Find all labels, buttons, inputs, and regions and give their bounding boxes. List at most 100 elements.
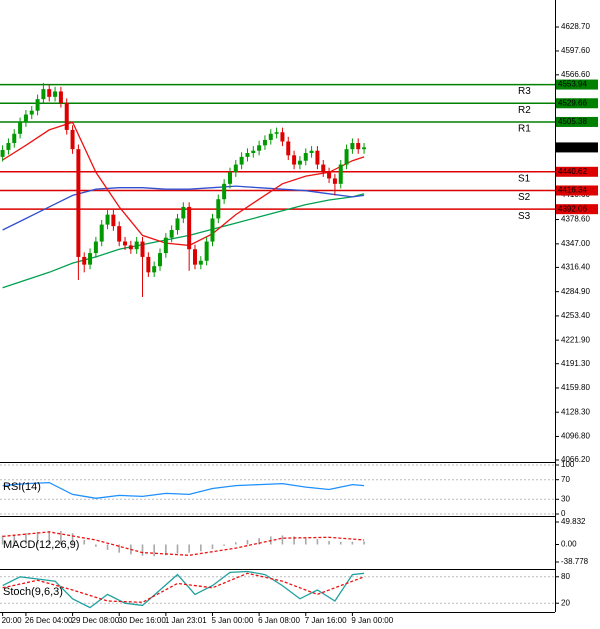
histogram-bar: [363, 541, 365, 545]
candle-body: [58, 91, 63, 103]
histogram-bar: [304, 537, 307, 545]
candle-body: [0, 149, 5, 157]
x-tick-label: 9 Jan 00:00: [351, 616, 393, 625]
candle-body: [128, 245, 133, 250]
y-tick-label: 4347.00: [561, 239, 590, 248]
histogram-bar: [13, 534, 16, 545]
candle-body: [309, 150, 314, 154]
candle-body: [280, 132, 285, 142]
last-price-box: [556, 142, 598, 153]
level-price-box: [556, 98, 598, 109]
x-tick-label: 7 Jan 16:00: [305, 616, 347, 625]
histogram-bar: [351, 541, 354, 545]
x-tick-label: 26 Dec 04:00: [25, 616, 73, 625]
histogram-bar: [200, 544, 202, 552]
histogram-bar: [293, 536, 295, 545]
histogram-bar: [36, 531, 39, 545]
indicator-line: [2, 572, 365, 603]
candle-body: [29, 110, 34, 115]
y-tick-label: 4378.60: [561, 215, 590, 224]
candle-body: [239, 156, 244, 165]
indicator-title: RSI(14): [3, 481, 41, 493]
candle-body: [41, 89, 46, 100]
histogram-bar: [83, 539, 86, 545]
candle-body: [356, 143, 361, 150]
y-tick-label: 4284.90: [561, 287, 590, 296]
indicator-line: [2, 185, 365, 231]
histogram-bar: [60, 530, 62, 545]
x-tick-label: 20:00: [2, 616, 23, 625]
candle-body: [99, 224, 104, 242]
candle-body: [210, 218, 215, 242]
candle-body: [262, 139, 267, 146]
level-name: S2: [518, 192, 531, 203]
indicator-line: [2, 481, 365, 499]
histogram-bar: [176, 544, 179, 554]
candle-body: [18, 122, 23, 134]
y-tick-label: 4096.80: [561, 432, 590, 441]
y-tick-label: 4316.40: [561, 263, 590, 272]
candle-body: [245, 153, 250, 157]
histogram-bar: [235, 542, 237, 545]
level-name: S3: [518, 211, 531, 222]
indicator-line: [2, 531, 365, 556]
candle-body: [216, 199, 221, 219]
y-tick-label: 70: [561, 475, 570, 484]
histogram-bar: [118, 544, 120, 553]
candle-body: [23, 114, 28, 123]
histogram-bar: [328, 540, 330, 545]
y-tick-label: 4253.40: [561, 311, 590, 320]
histogram-bar: [281, 535, 284, 545]
y-tick-label: 4628.70: [561, 22, 590, 31]
candle-body: [321, 164, 326, 173]
candle-body: [76, 149, 81, 257]
candle-body: [175, 218, 180, 230]
histogram-bar: [95, 544, 97, 547]
candle-body: [70, 129, 75, 150]
y-tick-label: 4159.80: [561, 383, 590, 392]
candle-body: [12, 133, 17, 144]
candle-body: [268, 133, 273, 140]
candle-body: [362, 147, 367, 150]
level-price-label: 4529.66: [558, 98, 587, 107]
candle-body: [169, 229, 174, 238]
level-price-box: [556, 116, 598, 127]
candle-body: [327, 172, 332, 179]
indicator-title: Stoch(9,6,3): [3, 586, 63, 598]
histogram-bar: [339, 541, 342, 545]
candle-body: [88, 253, 93, 265]
level-price-box: [556, 166, 598, 177]
histogram-bar: [48, 530, 51, 545]
candle-body: [64, 102, 69, 130]
level-name: R2: [518, 105, 531, 116]
candle-body: [292, 155, 297, 165]
y-tick-label: 4191.30: [561, 359, 590, 368]
y-tick-label: 4221.90: [561, 335, 590, 344]
candle-body: [47, 89, 52, 97]
histogram-bar: [211, 544, 214, 550]
histogram-bar: [223, 544, 225, 546]
y-tick-label: 0.00: [561, 540, 577, 549]
indicator-title: MACD(12,26,9): [3, 539, 79, 551]
x-tick-label: 6 Jan 08:00: [258, 616, 300, 625]
candle-body: [274, 132, 279, 134]
candle-body: [350, 143, 355, 150]
candle-body: [233, 164, 238, 173]
level-price-label: 4392.06: [558, 204, 587, 213]
candle-body: [146, 256, 151, 273]
y-tick-label: 4597.60: [561, 46, 590, 55]
histogram-bar: [141, 544, 144, 556]
level-name: R1: [518, 124, 531, 135]
candle-body: [251, 150, 256, 154]
histogram-bar: [71, 533, 74, 545]
histogram-bar: [246, 539, 249, 545]
y-tick-label: 30: [561, 494, 570, 503]
candle-body: [163, 237, 168, 254]
candle-body: [152, 266, 157, 273]
candle-body: [35, 99, 40, 111]
histogram-bar: [25, 533, 27, 545]
histogram-bar: [258, 538, 260, 545]
x-tick-label: 30 Dec 16:00: [118, 616, 166, 625]
histogram-bar: [316, 539, 319, 545]
